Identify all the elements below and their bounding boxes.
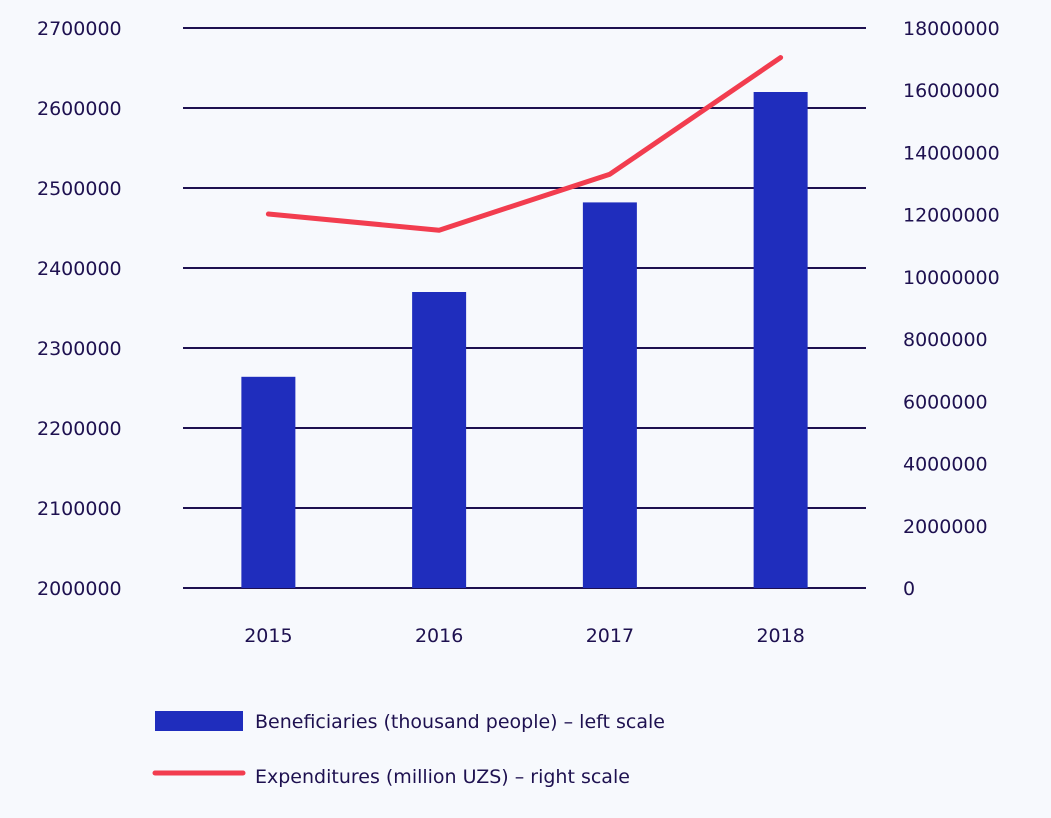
left-tick-label: 2100000 (37, 498, 122, 520)
left-tick-label: 2300000 (37, 338, 122, 360)
bar (412, 292, 466, 588)
left-tick-label: 2500000 (37, 178, 122, 200)
right-tick-label: 14000000 (903, 142, 1000, 164)
left-tick-label: 2400000 (37, 258, 122, 280)
right-tick-label: 16000000 (903, 80, 1000, 102)
legend-label-expenditures: Expenditures (million UZS) – right scale (255, 766, 630, 788)
right-tick-label: 10000000 (903, 267, 1000, 289)
left-tick-label: 2600000 (37, 98, 122, 120)
left-tick-label: 2200000 (37, 418, 122, 440)
left-tick-label: 2000000 (37, 578, 122, 600)
legend-label-beneficiaries: Beneficiaries (thousand people) – left s… (255, 711, 665, 733)
right-tick-label: 4000000 (903, 454, 988, 476)
right-tick-label: 6000000 (903, 391, 988, 413)
x-tick-label: 2015 (244, 625, 292, 647)
right-tick-label: 8000000 (903, 329, 988, 351)
bar (583, 202, 637, 588)
right-tick-label: 0 (903, 578, 915, 600)
right-tick-label: 12000000 (903, 205, 1000, 227)
x-tick-label: 2016 (415, 625, 463, 647)
left-tick-label: 2700000 (37, 18, 122, 40)
legend-swatch-bar (155, 711, 243, 731)
bar (241, 377, 295, 588)
x-tick-label: 2017 (586, 625, 634, 647)
bar (754, 92, 808, 588)
right-tick-label: 18000000 (903, 18, 1000, 40)
right-tick-label: 2000000 (903, 516, 988, 538)
x-tick-label: 2018 (756, 625, 804, 647)
